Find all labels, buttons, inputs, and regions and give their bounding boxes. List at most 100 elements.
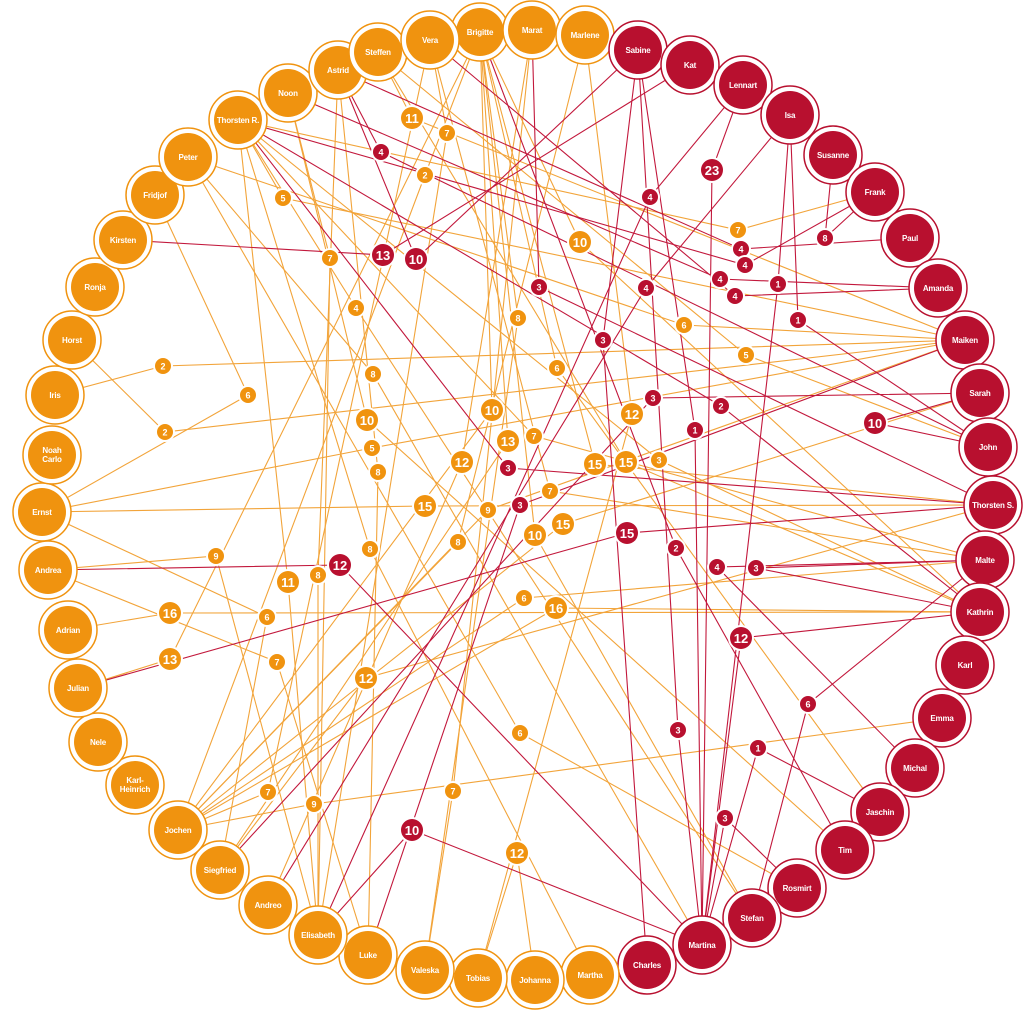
edge-label: 8 <box>515 314 520 324</box>
edge-label: 6 <box>554 364 559 374</box>
edge-label: 11 <box>281 575 295 590</box>
edge-label: 2 <box>422 171 427 181</box>
edge-label-badge <box>727 288 743 304</box>
node <box>719 61 767 109</box>
edge-label-badge <box>260 784 276 800</box>
edge-label: 13 <box>163 652 177 667</box>
node <box>511 956 559 1004</box>
edge-label: 10 <box>409 252 423 267</box>
edge-label-badge <box>552 513 574 535</box>
edge-label-badge <box>240 387 256 403</box>
edge-label: 5 <box>743 351 748 361</box>
edge-label: 1 <box>692 426 697 436</box>
node <box>44 606 92 654</box>
node <box>856 788 904 836</box>
edge-label-badge <box>414 495 436 517</box>
node <box>54 664 102 712</box>
edge-label: 6 <box>264 613 269 623</box>
edge-label-badge <box>373 144 389 160</box>
edge-label: 4 <box>717 275 722 285</box>
edge-label-badge <box>687 422 703 438</box>
edge-label: 6 <box>245 391 250 401</box>
edge-label: 4 <box>738 245 743 255</box>
edge-label: 15 <box>620 526 634 541</box>
edge-label: 7 <box>444 129 449 139</box>
edge <box>755 559 986 613</box>
edge-label-badge <box>730 222 746 238</box>
edge-label-badge <box>668 540 684 556</box>
edge-label: 8 <box>367 545 372 555</box>
node <box>74 718 122 766</box>
edge-label-badge <box>450 534 466 550</box>
edge-label-badge <box>584 453 606 475</box>
edge-label: 10 <box>485 403 499 418</box>
node <box>24 546 72 594</box>
node <box>196 846 244 894</box>
edge-label: 15 <box>588 457 602 472</box>
edge-label-badge <box>645 390 661 406</box>
edge-label: 11 <box>405 111 419 126</box>
edge-label: 8 <box>822 234 827 244</box>
edge-label: 12 <box>734 631 748 646</box>
edge-label-badge <box>800 696 816 712</box>
edge-label-badge <box>417 167 433 183</box>
edge-label-badge <box>526 428 542 444</box>
edge-label-badge <box>364 440 380 456</box>
edge-label-badge <box>642 189 658 205</box>
edge-label-badge <box>595 332 611 348</box>
edge-label-badge <box>712 271 728 287</box>
edge-label-badge <box>709 559 725 575</box>
edge-label: 4 <box>732 292 737 302</box>
node-layer <box>12 0 1023 1010</box>
edge-label-badge <box>159 648 181 670</box>
node <box>18 488 66 536</box>
edge-label: 7 <box>265 788 270 798</box>
edge-label-badge <box>717 810 733 826</box>
edge-label: 23 <box>705 163 719 178</box>
edge-label: 3 <box>656 456 661 466</box>
edge-label-badge <box>616 522 638 544</box>
edge-label-badge <box>157 424 173 440</box>
edge-label: 3 <box>505 464 510 474</box>
edge-label: 4 <box>647 193 652 203</box>
edge-label-badge <box>512 497 528 513</box>
node <box>31 371 79 419</box>
edge-label: 10 <box>868 416 882 431</box>
edge-label: 1 <box>755 744 760 754</box>
node <box>48 316 96 364</box>
edge <box>477 34 633 979</box>
node <box>561 11 609 59</box>
edge-label: 8 <box>315 571 320 581</box>
edge-label: 8 <box>375 468 380 478</box>
edge-label-badge <box>365 366 381 382</box>
node <box>614 26 662 74</box>
node <box>964 423 1012 471</box>
node <box>401 946 449 994</box>
edge-label: 10 <box>573 235 587 250</box>
edge-label-badge <box>322 250 338 266</box>
node <box>666 41 714 89</box>
node <box>941 641 989 689</box>
node <box>71 263 119 311</box>
edge-label-badge <box>713 398 729 414</box>
node <box>809 131 857 179</box>
edge-label-badge <box>510 310 526 326</box>
edge-label-badge <box>730 627 752 649</box>
edge-label-badge <box>651 452 667 468</box>
node <box>566 951 614 999</box>
edge-label: 6 <box>517 729 522 739</box>
edge-label-badge <box>355 667 377 689</box>
edge-label: 2 <box>160 362 165 372</box>
edge-label: 6 <box>805 700 810 710</box>
node <box>164 133 212 181</box>
edge-label-badge <box>748 560 764 576</box>
edge-label-badge <box>259 609 275 625</box>
edge-label: 13 <box>376 248 390 263</box>
node <box>941 316 989 364</box>
edge-label: 5 <box>280 194 285 204</box>
node <box>508 6 556 54</box>
edge <box>337 69 379 956</box>
edge-label-badge <box>480 502 496 518</box>
edge-label-badge <box>516 590 532 606</box>
edge-label-badge <box>615 451 637 473</box>
